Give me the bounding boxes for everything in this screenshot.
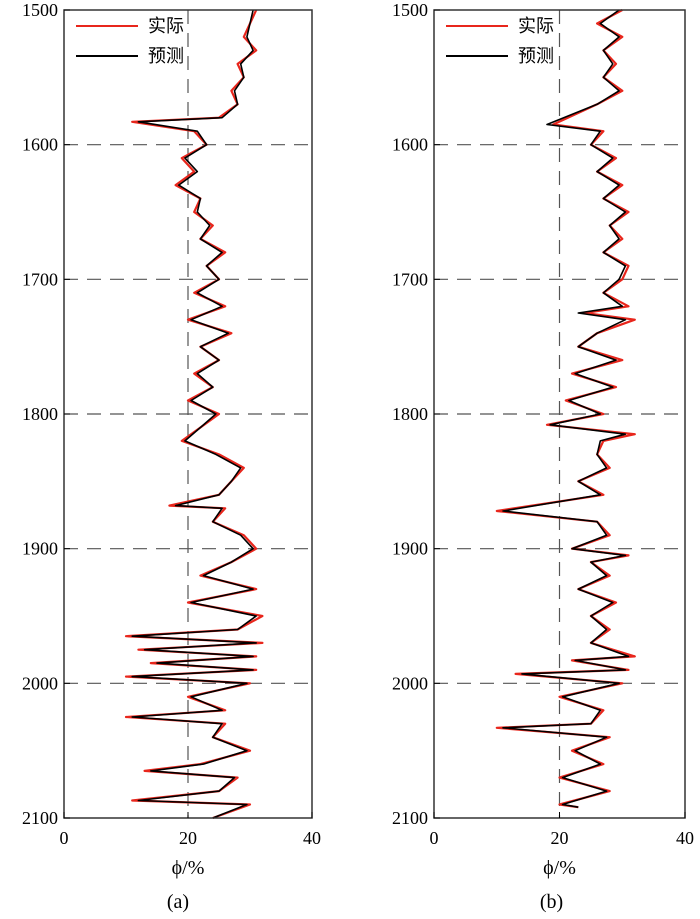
panel-a-y-tick-label: 2000 bbox=[22, 673, 58, 693]
panel-a: 1500 1600 1700 1800 1900 2000 2100 0 20 40 ϕ/% (… bbox=[22, 0, 321, 913]
panel-b-y-tick-label: 1500 bbox=[392, 0, 428, 20]
panel-a-y-tick-label: 1900 bbox=[22, 539, 58, 559]
panel-b-y-tick-label: 1700 bbox=[392, 269, 428, 289]
panel-a-y-ticks: 1500 1600 1700 1800 1900 2000 2100 bbox=[22, 0, 70, 828]
panel-b-y-tick-label: 2000 bbox=[392, 673, 428, 693]
panel-a-y-tick-label: 1600 bbox=[22, 135, 58, 155]
panel-b-x-tick-label: 40 bbox=[676, 828, 694, 848]
panel-a-legend: 实际 预测 bbox=[76, 16, 184, 67]
panel-b-label: (b) bbox=[540, 891, 563, 913]
panel-a-x-tick-label: 20 bbox=[179, 828, 197, 848]
panel-a-legend-actual-label: 实际 bbox=[148, 16, 184, 37]
panel-b-y-ticks: 1500 1600 1700 1800 1900 2000 2100 bbox=[392, 0, 440, 828]
panel-a-x-axis-label: ϕ/% bbox=[172, 857, 205, 879]
panel-b-y-tick-label: 1900 bbox=[392, 539, 428, 559]
panel-a-grid bbox=[64, 10, 312, 818]
panel-b-legend-predicted-label: 预测 bbox=[518, 46, 554, 67]
panel-b-x-ticks: 0 20 40 bbox=[430, 812, 694, 848]
panel-a-series bbox=[124, 9, 264, 820]
panel-b-legend: 实际 预测 bbox=[446, 16, 554, 67]
panel-b-series bbox=[495, 9, 636, 809]
panel-b-x-tick-label: 20 bbox=[551, 828, 569, 848]
panel-a-y-tick-label: 1500 bbox=[22, 0, 58, 20]
panel-b: 1500 1600 1700 1800 1900 2000 2100 0 20 40 ϕ/% (… bbox=[392, 0, 694, 913]
panel-b-legend-actual-label: 实际 bbox=[518, 16, 554, 37]
panel-b-series-actual-line bbox=[495, 9, 636, 809]
panel-a-label: (a) bbox=[167, 891, 189, 913]
panel-a-x-tick-label: 0 bbox=[60, 828, 69, 848]
panel-a-legend-predicted-label: 预测 bbox=[148, 46, 184, 67]
panel-b-series-predicted-line bbox=[502, 9, 630, 808]
panel-b-x-tick-label: 0 bbox=[430, 828, 439, 848]
panel-a-y-tick-label: 1700 bbox=[22, 269, 58, 289]
panel-a-y-tick-label: 2100 bbox=[22, 808, 58, 828]
panel-b-y-tick-label: 1800 bbox=[392, 404, 428, 424]
panel-b-x-axis-label: ϕ/% bbox=[543, 857, 576, 879]
panel-a-x-ticks: 0 20 40 bbox=[60, 812, 321, 848]
panel-a-y-tick-label: 1800 bbox=[22, 404, 58, 424]
panel-b-grid bbox=[434, 10, 685, 818]
panel-a-series-predicted-line bbox=[131, 9, 258, 819]
panel-b-y-tick-label: 1600 bbox=[392, 135, 428, 155]
panel-b-y-tick-label: 2100 bbox=[392, 808, 428, 828]
panel-a-x-tick-label: 40 bbox=[303, 828, 321, 848]
